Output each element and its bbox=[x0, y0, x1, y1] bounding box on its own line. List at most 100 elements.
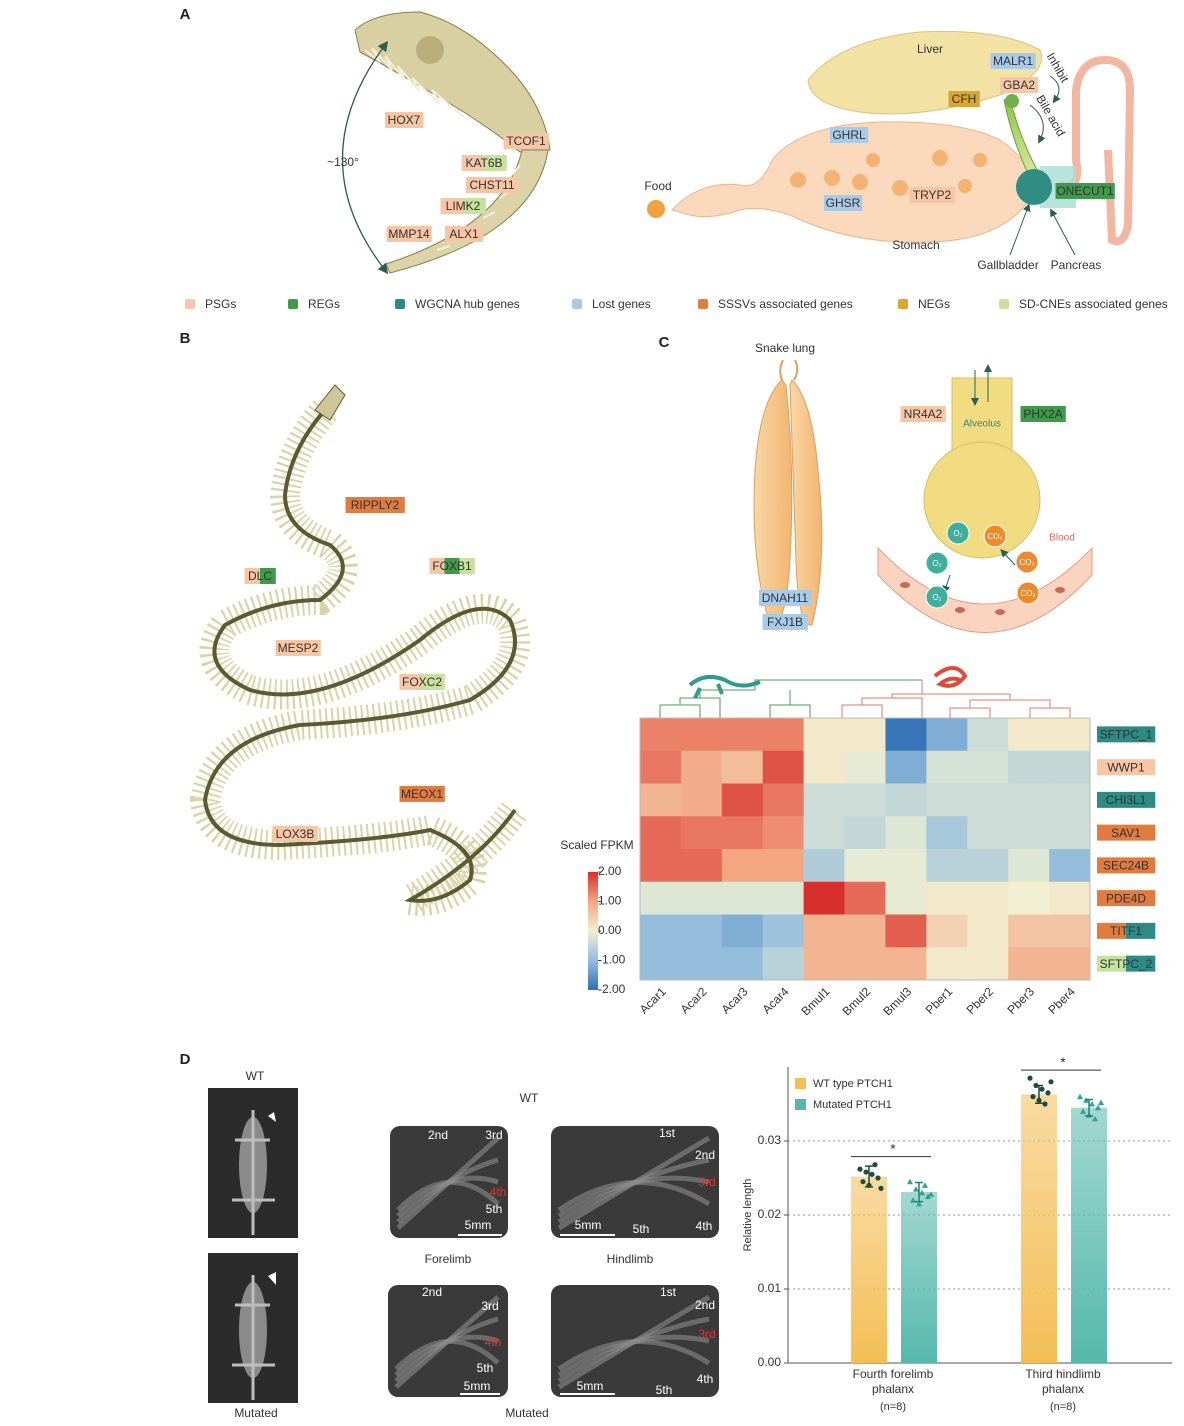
heatmap-cell bbox=[762, 881, 804, 915]
legend-label: REGs bbox=[308, 297, 340, 311]
heatmap-cell bbox=[885, 783, 927, 817]
data-point bbox=[1080, 1108, 1086, 1114]
scale-label: 5mm bbox=[577, 1379, 604, 1393]
heatmap-cell bbox=[844, 816, 886, 850]
data-point bbox=[919, 1189, 925, 1196]
heatmap-cell bbox=[1049, 947, 1091, 981]
gene-tag-label: TITF1 bbox=[1110, 924, 1142, 938]
gene-tag-fill bbox=[385, 112, 424, 128]
gene-tag-fill bbox=[1126, 922, 1156, 939]
data-point bbox=[1095, 1104, 1101, 1111]
colorbar-tick-label: -1.00 bbox=[598, 953, 626, 967]
heatmap-cell bbox=[680, 783, 723, 817]
limb-label: Forelimb bbox=[425, 1252, 472, 1266]
heatmap-cell bbox=[721, 947, 764, 981]
data-point bbox=[863, 1169, 869, 1175]
gene-tag-fill bbox=[1097, 824, 1156, 841]
gas-label: CO₂ bbox=[1019, 558, 1034, 567]
column-label: Acar3 bbox=[719, 984, 751, 1016]
gene-tag-label: FXJ1B bbox=[767, 615, 803, 629]
data-point bbox=[1089, 1101, 1095, 1107]
legend-label: Mutated PTCH1 bbox=[813, 1099, 892, 1111]
digit-label: 4th bbox=[697, 1372, 714, 1386]
heatmap-cell bbox=[803, 881, 845, 915]
panel-label: A bbox=[180, 6, 191, 23]
digit-label: 5th bbox=[633, 1222, 650, 1236]
heatmap-cell bbox=[967, 718, 1009, 752]
gas-label: O₂ bbox=[932, 559, 941, 568]
heatmap-cell bbox=[803, 914, 845, 948]
sample-size: (n=8) bbox=[1050, 1401, 1076, 1413]
y-tick-label: 0.03 bbox=[758, 1133, 782, 1147]
gene-tag-label: KAT6B bbox=[465, 156, 502, 170]
gene-tag-label: MMP14 bbox=[388, 227, 430, 241]
gene-tag-fill bbox=[429, 558, 445, 574]
lung-title: Snake lung bbox=[755, 341, 815, 355]
gene-tag-fill bbox=[1055, 183, 1115, 199]
gene-tag-fill bbox=[1097, 857, 1156, 874]
gene-tag-label: TCOF1 bbox=[506, 134, 546, 148]
heatmap-cell bbox=[1008, 914, 1050, 948]
heatmap-cell bbox=[1008, 718, 1050, 752]
heatmap-cell bbox=[803, 750, 845, 784]
heatmap-cell bbox=[844, 718, 886, 752]
panel-label: C bbox=[659, 334, 670, 351]
x-tick-label: Fourth forelimb phalanx bbox=[852, 1367, 934, 1396]
data-point bbox=[1098, 1099, 1104, 1106]
alveolus-label: Alveolus bbox=[963, 419, 1001, 430]
gene-tag-label: PDE4D bbox=[1106, 891, 1146, 905]
error-bar bbox=[1035, 1084, 1043, 1105]
heatmap-cell bbox=[885, 750, 927, 784]
column-label: Bmul3 bbox=[880, 984, 914, 1018]
heatmap-cell bbox=[680, 849, 723, 883]
heatmap-cell bbox=[680, 718, 723, 752]
sample-size: (n=8) bbox=[880, 1401, 906, 1413]
heatmap-cell bbox=[926, 783, 968, 817]
digit-label: 2nd bbox=[428, 1128, 448, 1142]
heatmap-cell bbox=[680, 750, 723, 784]
column-label: Acar4 bbox=[759, 984, 791, 1016]
gene-tag-fill bbox=[830, 127, 869, 143]
gene-tag-fill bbox=[1097, 726, 1156, 743]
blood-label: Blood bbox=[1049, 533, 1075, 544]
heatmap-cell bbox=[926, 947, 968, 981]
error-bar bbox=[915, 1181, 923, 1203]
heatmap-cell bbox=[967, 783, 1009, 817]
colorbar-tick-label: 1.00 bbox=[598, 894, 622, 908]
heatmap-cell bbox=[926, 914, 968, 948]
heatmap-cell bbox=[926, 718, 968, 752]
gene-tag-label: CHST11 bbox=[469, 178, 514, 192]
legend-label: Lost genes bbox=[592, 297, 651, 311]
gene-tag-fill bbox=[759, 590, 812, 606]
data-point bbox=[1030, 1094, 1036, 1100]
heatmap-frame bbox=[639, 717, 1091, 981]
gene-tag-label: TRYP2 bbox=[913, 188, 952, 202]
gene-tag-fill bbox=[260, 568, 276, 584]
scale-label: 5mm bbox=[465, 1218, 492, 1232]
column-label: Acar2 bbox=[678, 984, 710, 1016]
heatmap-cell bbox=[1049, 783, 1091, 817]
heatmap-cell bbox=[967, 750, 1009, 784]
gene-tag-label: HOX7 bbox=[388, 113, 421, 127]
heatmap-cell bbox=[680, 914, 723, 948]
gene-tag-fill bbox=[272, 826, 318, 842]
heatmap-cell bbox=[1008, 849, 1050, 883]
heatmap-cell bbox=[844, 914, 886, 948]
gene-tag-label: GBA2 bbox=[1003, 78, 1035, 92]
gene-tag-fill bbox=[386, 226, 432, 242]
heatmap-cell bbox=[885, 816, 927, 850]
bar bbox=[851, 1176, 887, 1363]
heatmap-cell bbox=[640, 718, 682, 752]
gene-tag-label: ALX1 bbox=[449, 227, 479, 241]
legend-swatch bbox=[698, 299, 708, 309]
legend-label: PSGs bbox=[205, 297, 236, 311]
digit-label: 5th bbox=[486, 1202, 503, 1216]
legend-swatch bbox=[572, 299, 582, 309]
organ-label: Pancreas bbox=[1051, 258, 1102, 272]
legend-swatch bbox=[288, 299, 298, 309]
heatmap-cell bbox=[1049, 718, 1091, 752]
category-label-box: Third hindlimb phalanx bbox=[1025, 1367, 1100, 1396]
xray-bone bbox=[396, 1180, 500, 1212]
gene-tag-label: SEC24B bbox=[1103, 859, 1149, 873]
